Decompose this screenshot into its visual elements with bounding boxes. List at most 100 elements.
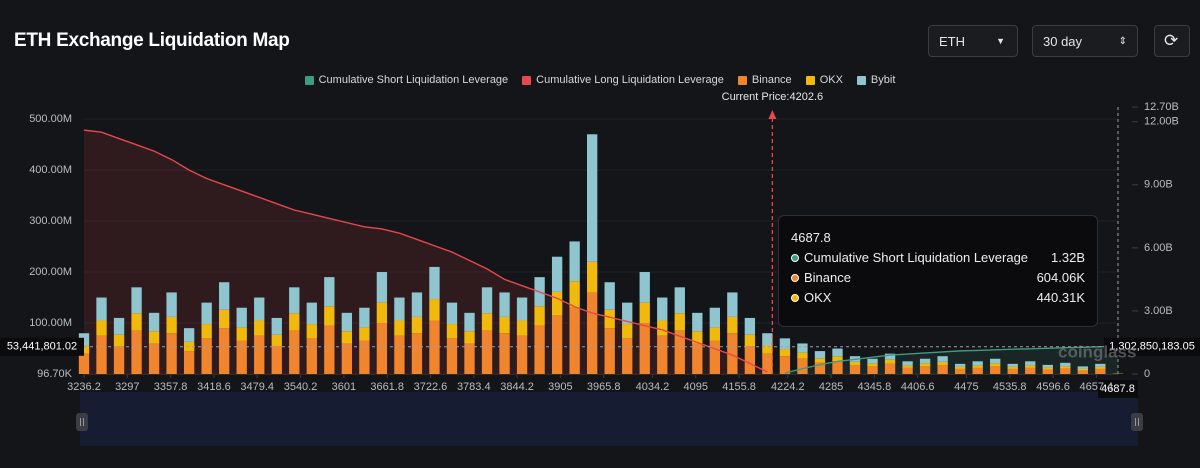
x-tick-label: 4657.4 (1080, 381, 1114, 393)
bar-segment (1077, 368, 1088, 371)
tooltip: 4687.8 Cumulative Short Liquidation Leve… (778, 215, 1098, 327)
scroll-handle-right[interactable] (1131, 413, 1143, 431)
legend-swatch (522, 75, 532, 85)
bar-segment (814, 358, 826, 363)
y2-tick-label: 12.00B (1144, 116, 1179, 128)
bar-segment (990, 366, 1001, 374)
bar-segment (446, 302, 458, 325)
bar-segment (516, 335, 528, 374)
bar-segment (744, 317, 756, 335)
tooltip-name: OKX (804, 290, 832, 305)
bar-segment (692, 312, 703, 332)
legend: Cumulative Short Liquidation Leverage Cum… (0, 74, 1200, 86)
bar-segment (148, 331, 160, 344)
bar-segment (1025, 365, 1036, 368)
bar-segment (657, 335, 668, 374)
bar-segment (306, 338, 317, 374)
bar-segment (341, 331, 353, 344)
bar-segment (674, 313, 685, 331)
bar-segment (183, 341, 195, 352)
x-tick-label: 3783.4 (457, 381, 491, 393)
bar-segment (972, 367, 983, 374)
bar-segment (183, 328, 195, 342)
bar-segment (516, 320, 528, 336)
bar-segment (972, 365, 983, 368)
bar-segment (1042, 367, 1053, 370)
scroll-track[interactable] (80, 392, 1138, 446)
bar-segment (411, 333, 423, 374)
bar-segment (499, 333, 510, 374)
bar-segment (990, 363, 1001, 367)
x-tick-label: 4285 (819, 381, 843, 393)
bar-segment (166, 333, 177, 374)
x-tick-label: 4224.2 (771, 381, 805, 393)
bar-segment (429, 299, 440, 321)
spinner-arrows: ⇕ (1118, 35, 1127, 47)
bar-segment (814, 362, 826, 374)
bar-segment (569, 281, 580, 308)
bar-segment (1095, 366, 1106, 369)
x-tick-label: 4034.2 (636, 381, 670, 393)
bar-segment (534, 325, 545, 374)
bar-segment (937, 356, 948, 362)
legend-swatch (856, 75, 866, 85)
bar-segment (324, 277, 335, 307)
bar-segment (289, 330, 300, 374)
bar-segment (867, 358, 878, 364)
crosshair-y2-box (1104, 337, 1200, 356)
bar-segment (639, 302, 650, 324)
bar-segment (569, 241, 580, 282)
bar-segment (534, 306, 545, 326)
bar-segment (919, 363, 931, 367)
bar-segment (919, 358, 931, 364)
bar-segment (271, 345, 282, 374)
period-select[interactable]: 30 day ⇕ (1032, 25, 1138, 57)
y2-tick-label: 12.70B (1144, 101, 1179, 113)
bar-segment (376, 272, 388, 303)
bar-segment (586, 134, 598, 262)
bar-segment (692, 343, 703, 374)
bar-segment (201, 302, 212, 325)
bar-segment (884, 359, 896, 364)
bar-segment (324, 325, 335, 374)
x-tick-label: 4406.6 (901, 381, 935, 393)
bar-segment (131, 313, 142, 331)
bar-segment (481, 287, 493, 314)
bar-segment (376, 302, 388, 324)
tooltip-dot (791, 273, 799, 282)
bar-segment (516, 297, 528, 321)
bar-segment (376, 323, 388, 374)
refresh-button[interactable]: ⟳ (1154, 25, 1190, 57)
legend-swatch (805, 75, 815, 85)
current-price-arrow (768, 110, 777, 119)
tooltip-name: Cumulative Short Liquidation Leverage (804, 250, 1029, 265)
bar-segment (499, 292, 510, 317)
x-tick-label: 3601 (332, 381, 356, 393)
asset-select[interactable]: ETH ▼ (928, 25, 1018, 57)
bar-segment (1077, 370, 1088, 374)
y-tick-label: 100.00M (29, 317, 72, 329)
dropdown-arrow: ▼ (996, 36, 1005, 46)
bar-segment (744, 345, 756, 374)
bar-segment (727, 292, 738, 317)
bar-segment (779, 338, 791, 350)
tooltip-row: OKX 440.31K (791, 290, 1085, 305)
legend-item: Cumulative Short Liquidation Leverage (304, 74, 508, 86)
bar-segment (586, 292, 598, 374)
x-tick-label: 3540.2 (284, 381, 318, 393)
y-tick-label: 96.70K (37, 368, 73, 380)
bar-segment (236, 327, 247, 341)
bar-segment (832, 356, 843, 362)
bar-segment (604, 328, 615, 374)
bar-segment (113, 334, 125, 346)
bar-segment (394, 320, 405, 336)
scroll-handle-left[interactable] (76, 413, 88, 431)
bar-segment (96, 335, 107, 374)
bar-segment (709, 307, 720, 328)
crosshair-y-box (0, 337, 84, 356)
bar-segment (849, 365, 861, 374)
bar-segment (1060, 366, 1071, 369)
bar-segment (341, 343, 353, 374)
y2-tick-label: 3.00B (1144, 305, 1173, 317)
tooltip-dot (791, 293, 799, 302)
